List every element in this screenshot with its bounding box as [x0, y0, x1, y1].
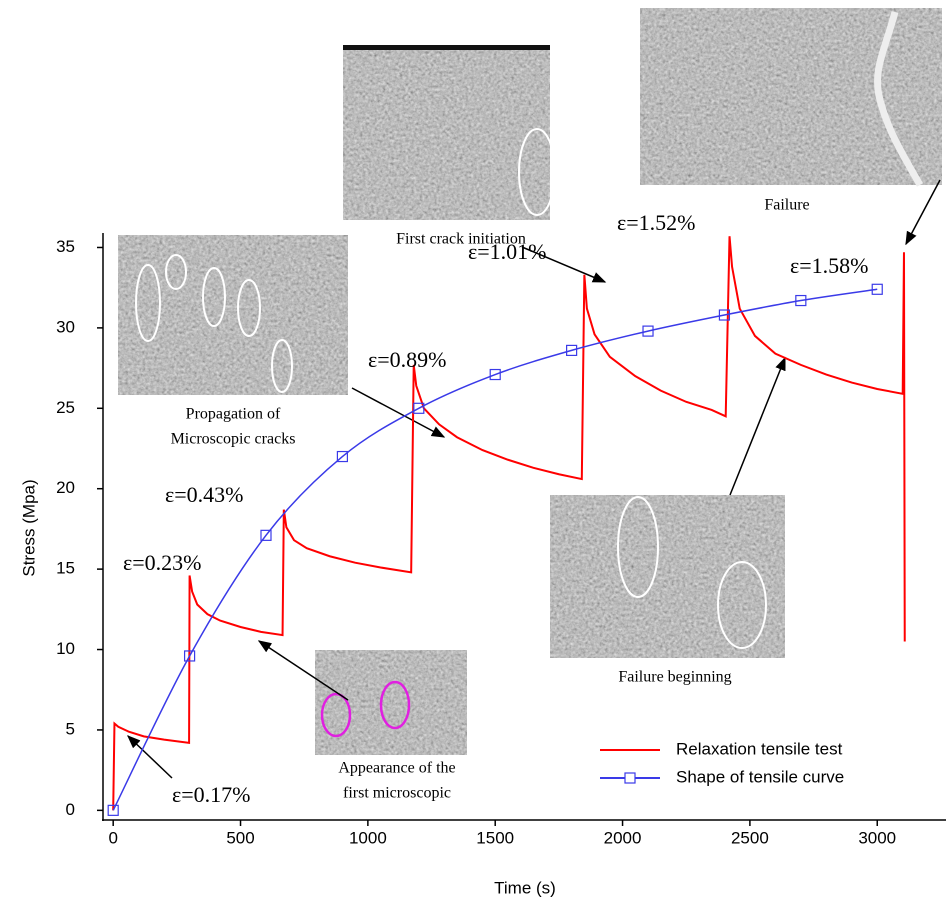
marker [642, 325, 654, 337]
legend-label: Relaxation tensile test [676, 739, 843, 758]
marker [260, 529, 272, 541]
x-tick-label: 2000 [604, 828, 642, 847]
crack-highlights [320, 680, 411, 738]
image-caption: Failure [764, 197, 809, 214]
marker [107, 804, 119, 816]
sem-image [343, 45, 550, 220]
y-tick-label: 5 [66, 719, 75, 738]
marker [413, 402, 425, 414]
y-tick-label: 30 [56, 317, 75, 336]
arrow [905, 179, 941, 246]
crack-highlight [518, 128, 556, 216]
legend-label: Shape of tensile curve [676, 767, 844, 786]
y-tick-label: 15 [56, 559, 75, 578]
x-tick-label: 3000 [858, 828, 896, 847]
arrow [127, 735, 173, 779]
strain-annotation: ε=1.52% [617, 210, 695, 235]
axes [102, 233, 946, 821]
marker [718, 309, 731, 321]
marker [336, 450, 349, 463]
strain-annotation: ε=0.23% [123, 550, 201, 575]
crack [874, 11, 924, 187]
sem-image [118, 235, 348, 395]
sem-image [640, 8, 942, 185]
arrow [729, 356, 786, 496]
sem-image [315, 650, 467, 755]
y-tick-label: 25 [56, 398, 75, 417]
y-tick-label: 20 [56, 478, 75, 497]
crack-highlights [617, 496, 767, 649]
marker [871, 283, 883, 295]
image-caption: Appearance of the [338, 760, 455, 777]
x-axis-label: Time (s) [494, 878, 556, 897]
x-tick-label: 2500 [731, 828, 769, 847]
strain-annotation: ε=0.43% [165, 482, 243, 507]
strain-annotation: ε=1.01% [468, 239, 546, 264]
marker [183, 650, 196, 662]
series-line [112, 236, 906, 811]
x-tick-label: 0 [108, 828, 117, 847]
marker [489, 368, 501, 381]
x-tick-label: 1000 [349, 828, 387, 847]
sem-image [550, 495, 785, 658]
marker [566, 344, 578, 356]
y-tick-label: 0 [66, 800, 75, 819]
strain-annotation: ε=0.17% [172, 782, 250, 807]
image-caption: Microscopic cracks [171, 431, 296, 448]
y-tick-label: 10 [56, 639, 75, 658]
image-caption: first microscopic [343, 785, 451, 802]
legend-marker [624, 772, 636, 784]
marker [795, 294, 807, 307]
sem-images [118, 8, 942, 755]
y-axis-label: Stress (Mpa) [19, 479, 38, 576]
x-tick-label: 1500 [476, 828, 514, 847]
arrow [257, 640, 349, 701]
arrow [351, 387, 446, 438]
x-tick-label: 500 [226, 828, 254, 847]
strain-annotation: ε=1.58% [790, 253, 868, 278]
image-caption: First crack initiation [396, 231, 526, 248]
series-line [112, 288, 878, 811]
annotation-arrows [127, 179, 941, 779]
image-caption: Propagation of [186, 406, 281, 423]
crack-highlights [135, 254, 293, 393]
image-caption: Failure beginning [618, 669, 731, 686]
arrow [521, 246, 607, 283]
y-tick-label: 35 [56, 237, 75, 256]
strain-annotation: ε=0.89% [368, 347, 446, 372]
image-border [343, 45, 550, 50]
